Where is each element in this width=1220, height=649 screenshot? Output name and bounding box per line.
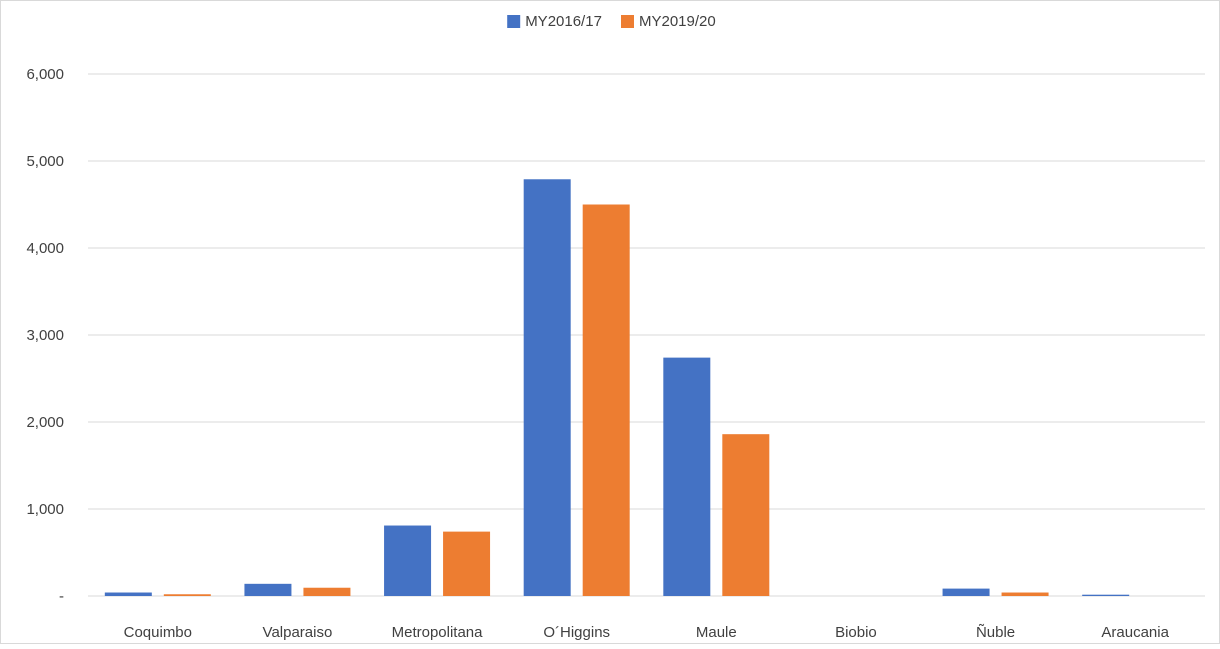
- y-tick-label: 5,000: [26, 153, 64, 170]
- bar-series-1: [104, 592, 152, 596]
- bar-series-2: [303, 587, 351, 596]
- x-category-label: Metropolitana: [392, 624, 484, 641]
- bar-series-2: [443, 531, 491, 596]
- bar-series-1: [1082, 594, 1130, 596]
- legend-label: MY2016/17: [525, 13, 602, 30]
- bars: [104, 179, 1130, 596]
- bar-series-1: [244, 583, 292, 596]
- x-category-label: Maule: [696, 624, 737, 641]
- y-tick-label: -: [59, 588, 64, 605]
- legend-label: MY2019/20: [639, 13, 716, 30]
- bar-series-1: [384, 525, 432, 596]
- bar-series-1: [663, 357, 711, 596]
- bar-series-2: [163, 594, 211, 596]
- x-category-label: Biobio: [835, 624, 877, 641]
- y-tick-label: 2,000: [26, 414, 64, 431]
- legend: MY2016/17 MY2019/20: [507, 13, 716, 30]
- legend-swatch: [621, 15, 634, 28]
- x-category-label: O´Higgins: [543, 624, 610, 641]
- bar-series-2: [1001, 592, 1049, 596]
- y-tick-label: 1,000: [26, 501, 64, 518]
- bar-series-1: [942, 588, 990, 596]
- legend-swatch: [507, 15, 521, 28]
- bar-series-1: [523, 179, 571, 596]
- bar-series-2: [722, 434, 770, 596]
- x-category-label: Ñuble: [976, 624, 1015, 641]
- bar-series-2: [582, 204, 630, 596]
- x-category-label: Valparaiso: [263, 624, 333, 641]
- x-axis-categories: Coquimbo Valparaiso Metropolitana O´Higgins…: [124, 624, 1170, 641]
- y-tick-label: 3,000: [26, 327, 64, 344]
- y-axis-ticks: - 1,000 2,000 3,000 4,000 5,000 6,000: [26, 66, 64, 605]
- x-category-label: Coquimbo: [124, 624, 192, 641]
- x-category-label: Araucania: [1101, 624, 1169, 641]
- y-tick-label: 4,000: [26, 240, 64, 257]
- y-tick-label: 6,000: [26, 66, 64, 83]
